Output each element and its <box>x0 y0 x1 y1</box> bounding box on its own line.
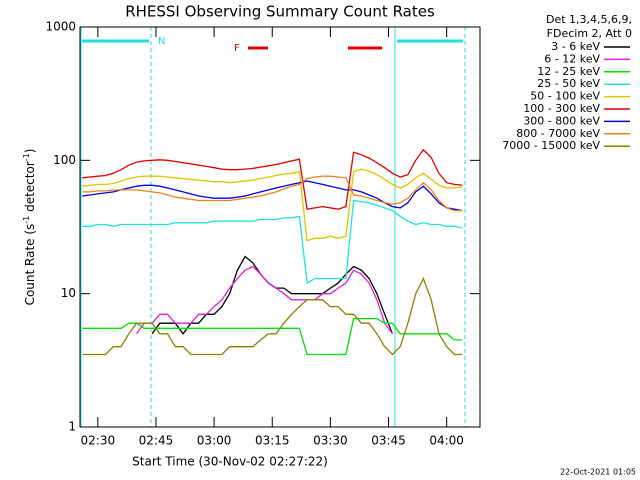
series-line <box>82 199 463 285</box>
x-tick-label: 02:30 <box>81 434 116 448</box>
chart-title: RHESSI Observing Summary Count Rates <box>125 3 435 21</box>
series-line <box>136 265 393 335</box>
x-tick-label: 03:00 <box>197 434 232 448</box>
series-line <box>151 255 394 335</box>
x-tick-label: 02:45 <box>139 434 174 448</box>
legend-label: 25 - 50 keV <box>537 77 600 90</box>
y-label-part: Count Rate (s <box>23 224 37 306</box>
y-label-part: detector <box>23 161 37 216</box>
legend-header: FDecim 2, Att 0 <box>547 27 632 40</box>
series-line <box>82 317 463 356</box>
x-tick-label: 04:00 <box>429 434 464 448</box>
legend-label: 100 - 300 keV <box>523 102 600 115</box>
legend-header: Det 1,3,4,5,6,9, <box>546 13 632 26</box>
legend-label: 3 - 6 keV <box>551 40 600 53</box>
x-tick-label: 03:45 <box>371 434 406 448</box>
flare-label: F <box>234 43 240 54</box>
x-tick-label: 03:15 <box>255 434 290 448</box>
legend-label: 7000 - 15000 keV <box>502 139 600 152</box>
series-line <box>82 148 463 210</box>
y-tick-label: 1000 <box>45 20 76 34</box>
night-label: N <box>158 36 165 47</box>
legend-label: 6 - 12 keV <box>544 52 600 65</box>
y-axis-label: Count Rate (s-1 detector-1) <box>22 149 37 306</box>
x-axis-label: Start Time (30-Nov-02 02:27:22) <box>132 455 328 469</box>
plot-frame <box>79 26 481 428</box>
y-label-sup: -1 <box>22 216 31 224</box>
series-line <box>82 180 463 212</box>
y-tick-label: 100 <box>53 153 76 167</box>
legend-label: 12 - 25 keV <box>537 65 600 78</box>
series-line <box>82 175 463 212</box>
x-tick-label: 03:30 <box>313 434 348 448</box>
legend-label: 800 - 7000 keV <box>516 127 600 140</box>
series-line <box>82 276 463 356</box>
legend-label: 300 - 800 keV <box>523 114 600 127</box>
y-label-part: ) <box>23 149 37 154</box>
legend-label: 50 - 100 keV <box>530 90 600 103</box>
y-tick-label: 1 <box>68 420 76 434</box>
y-label-sup: -1 <box>22 153 31 161</box>
series-group <box>82 148 463 356</box>
y-tick-label: 10 <box>61 286 76 300</box>
series-line <box>82 168 463 242</box>
footer-timestamp: 22-Oct-2021 01:05 <box>560 468 636 477</box>
